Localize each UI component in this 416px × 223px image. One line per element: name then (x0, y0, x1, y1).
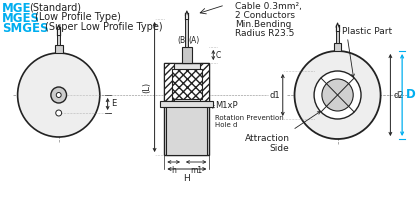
Circle shape (322, 79, 353, 111)
Bar (161, 101, 213, 107)
Bar (164, 63, 209, 155)
Text: Rotation Prevention: Rotation Prevention (215, 115, 284, 121)
Text: H: H (183, 174, 190, 183)
Circle shape (295, 51, 381, 139)
Text: SMGES: SMGES (2, 22, 48, 35)
Text: Min.Bending: Min.Bending (235, 20, 291, 29)
Text: Cable 0.3mm²,: Cable 0.3mm², (235, 2, 302, 11)
Text: C: C (215, 50, 220, 60)
Circle shape (56, 93, 61, 97)
Text: d1: d1 (269, 91, 280, 99)
Text: MGE: MGE (2, 2, 32, 15)
Bar (164, 63, 174, 101)
Text: d2: d2 (393, 91, 404, 99)
Text: (B): (B) (177, 36, 188, 45)
Bar (55, 45, 63, 53)
Circle shape (56, 110, 62, 116)
Circle shape (51, 87, 67, 103)
Bar (336, 31, 339, 43)
Text: (A): (A) (188, 36, 199, 45)
Text: Plastic Part: Plastic Part (342, 27, 393, 36)
Text: m1: m1 (190, 166, 202, 175)
Bar (57, 35, 60, 45)
Text: Attraction
Side: Attraction Side (245, 134, 290, 153)
Text: E: E (111, 99, 117, 109)
Text: 2 Conductors: 2 Conductors (235, 11, 295, 20)
Bar (334, 43, 342, 51)
Circle shape (314, 71, 361, 119)
Text: MGES: MGES (2, 12, 40, 25)
Text: Hole d: Hole d (215, 122, 238, 128)
Text: (Low Profile Type): (Low Profile Type) (35, 12, 121, 22)
Text: Radius R23.5: Radius R23.5 (235, 29, 294, 38)
Bar (166, 101, 208, 155)
Circle shape (17, 53, 100, 137)
Text: D: D (406, 89, 416, 101)
Bar (172, 69, 202, 99)
Text: M1xP: M1xP (215, 101, 238, 109)
Bar (182, 47, 192, 63)
Bar (200, 63, 209, 101)
Text: (L): (L) (143, 81, 152, 93)
Text: h: h (171, 166, 176, 175)
Text: (Super Low Profile Type): (Super Low Profile Type) (45, 22, 163, 32)
Bar (186, 19, 188, 47)
Text: (Standard): (Standard) (30, 2, 82, 12)
